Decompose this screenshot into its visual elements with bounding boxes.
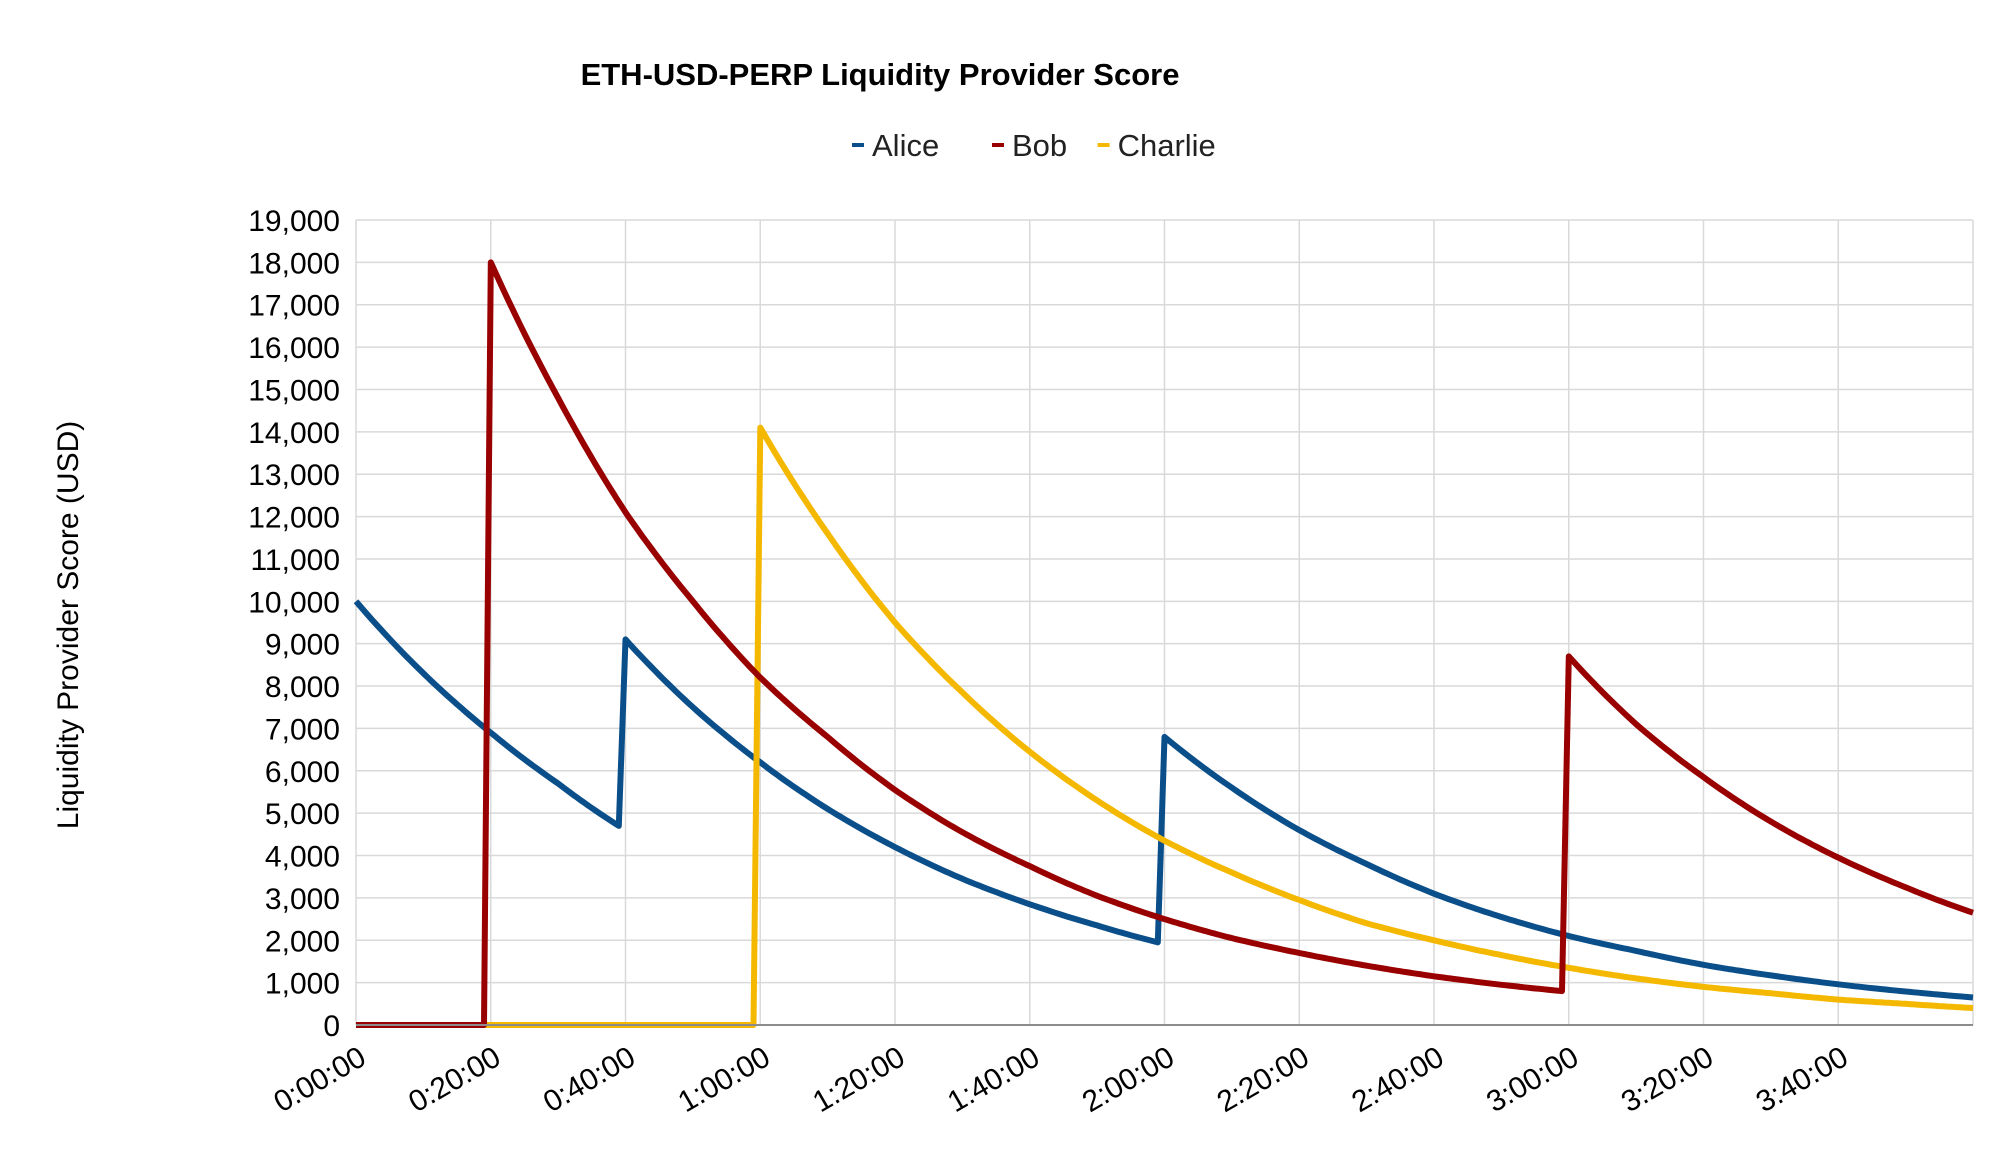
y-tick-label: 12,000 xyxy=(248,502,340,535)
y-tick-label: 9,000 xyxy=(265,629,340,662)
y-tick-label: 8,000 xyxy=(265,671,340,704)
legend-label: Bob xyxy=(1012,128,1067,163)
y-tick-label: 14,000 xyxy=(248,417,340,450)
x-tick-label: 1:20:00 xyxy=(807,1040,910,1119)
y-tick-label: 11,000 xyxy=(250,544,340,577)
y-tick-label: 18,000 xyxy=(248,247,340,280)
series-line-alice xyxy=(353,599,1974,1001)
x-tick-label: 2:00:00 xyxy=(1077,1040,1180,1119)
x-tick-label: 3:40:00 xyxy=(1751,1040,1854,1119)
legend-item-charlie: Charlie xyxy=(1097,128,1216,163)
x-tick-label: 3:20:00 xyxy=(1616,1040,1719,1119)
y-tick-label: 13,000 xyxy=(248,459,340,492)
y-axis-ticks: 0 1,000 2,000 3,000 4,000 5,000 6,000 7,000 8,00… xyxy=(248,205,340,1043)
series-line-charlie xyxy=(356,424,1974,1028)
y-tick-label: 4,000 xyxy=(265,841,340,874)
y-tick-label: 17,000 xyxy=(248,290,340,323)
x-tick-label: 1:00:00 xyxy=(673,1040,776,1119)
chart-series-group xyxy=(353,259,1974,1028)
chart-grid xyxy=(355,219,1974,1025)
x-tick-label: 2:20:00 xyxy=(1212,1040,1315,1119)
legend-label: Charlie xyxy=(1118,128,1216,163)
x-tick-label: 3:00:00 xyxy=(1481,1040,1584,1119)
y-tick-label: 19,000 xyxy=(248,205,340,238)
legend-item-alice: Alice xyxy=(852,128,939,163)
chart-title: ETH-USD-PERP Liquidity Provider Score xyxy=(581,57,1180,92)
legend-label: Alice xyxy=(872,128,939,163)
y-tick-label: 16,000 xyxy=(248,332,340,365)
legend-item-bob: Bob xyxy=(992,128,1067,163)
x-tick-label: 0:40:00 xyxy=(538,1040,641,1119)
chart-legend: Alice Bob Charlie xyxy=(852,128,1216,163)
x-axis-ticks: 0:00:00 0:20:00 0:40:00 1:00:00 1:20:00 1:40:… xyxy=(268,1040,1853,1119)
y-tick-label: 5,000 xyxy=(265,798,340,831)
y-tick-label: 3,000 xyxy=(265,883,340,916)
y-tick-label: 2,000 xyxy=(265,925,340,958)
x-tick-label: 0:20:00 xyxy=(403,1040,506,1119)
y-tick-label: 1,000 xyxy=(265,968,340,1001)
y-tick-label: 0 xyxy=(323,1010,340,1043)
y-tick-label: 7,000 xyxy=(265,713,340,746)
x-tick-label: 0:00:00 xyxy=(268,1040,371,1119)
y-tick-label: 6,000 xyxy=(265,756,340,789)
y-axis-label: Liquidity Provider Score (USD) xyxy=(52,421,85,829)
x-tick-label: 1:40:00 xyxy=(942,1040,1045,1119)
y-tick-label: 10,000 xyxy=(248,586,340,619)
y-tick-label: 15,000 xyxy=(248,374,340,407)
x-tick-label: 2:40:00 xyxy=(1346,1040,1449,1119)
series-line-bob xyxy=(356,259,1974,1028)
